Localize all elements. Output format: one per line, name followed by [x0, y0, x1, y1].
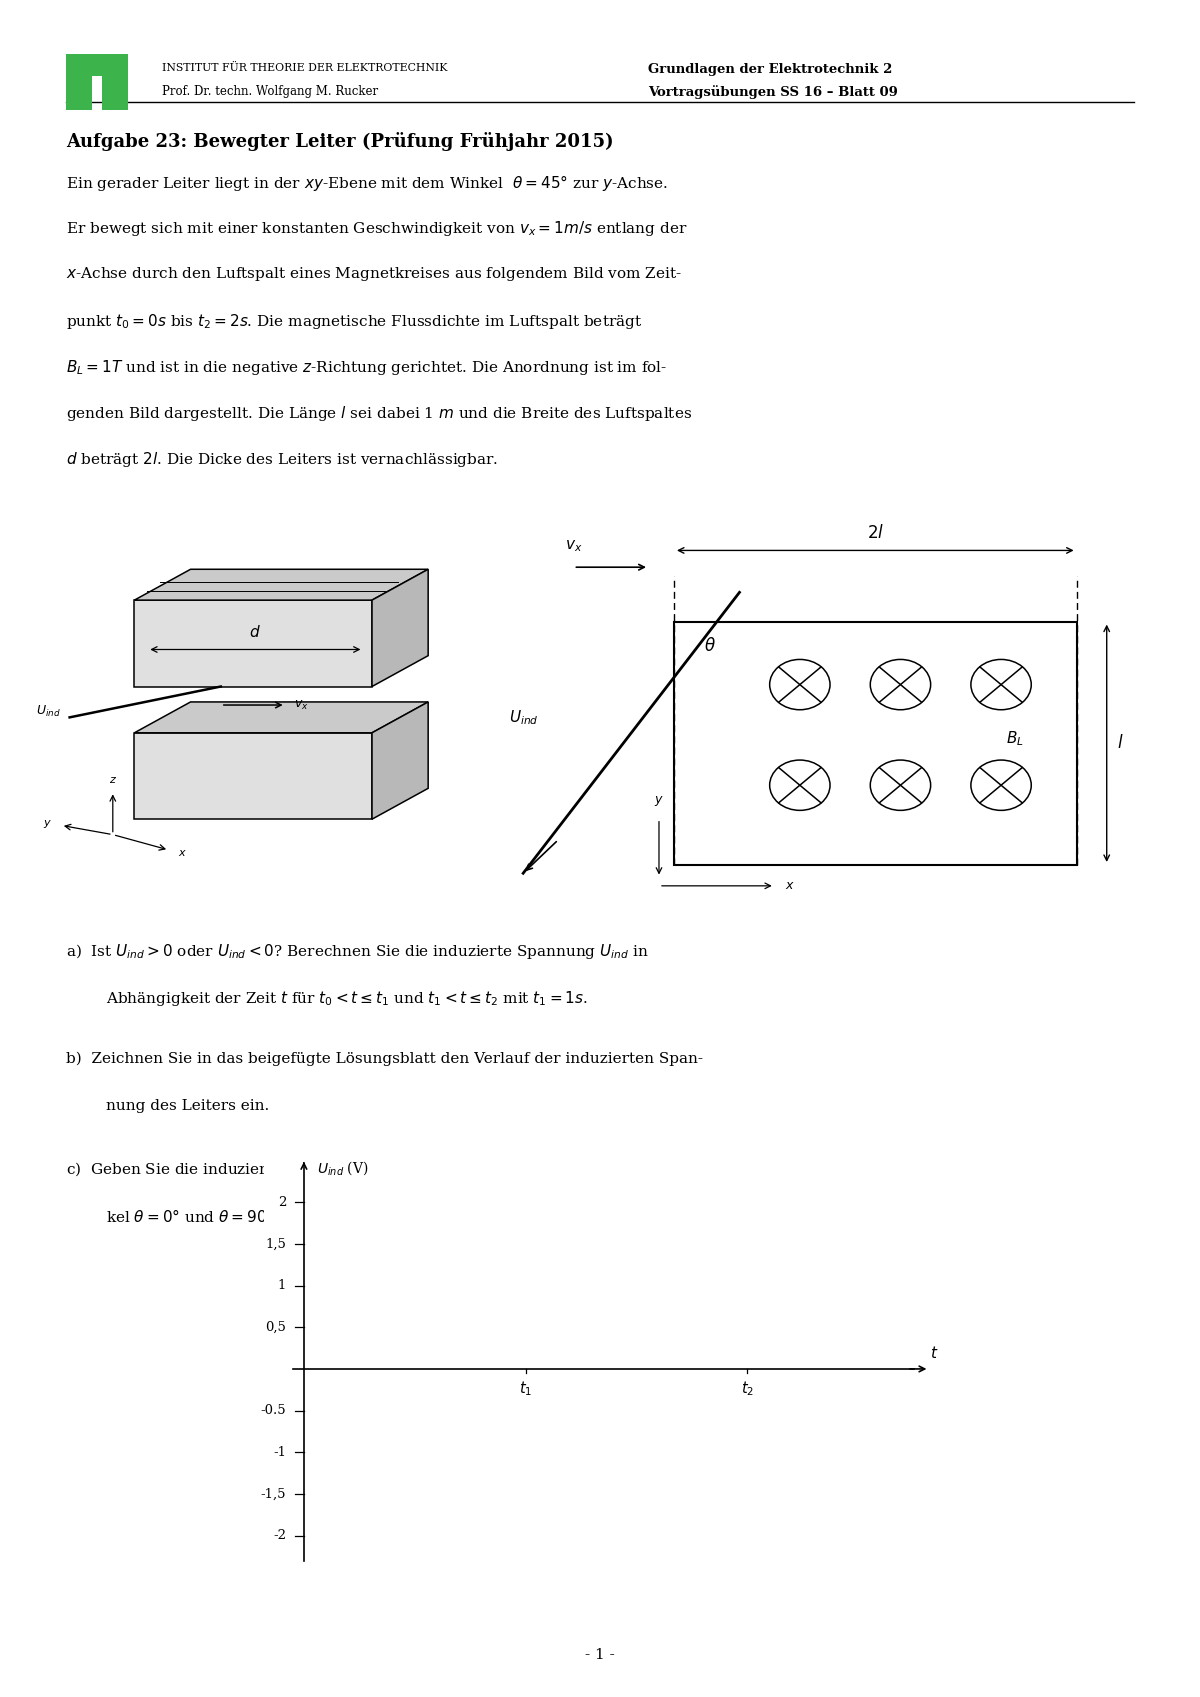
Bar	[674, 621, 1076, 865]
Polygon shape	[134, 703, 428, 733]
Text: $y$: $y$	[654, 794, 664, 808]
Text: Ein gerader Leiter liegt in der $xy$-Ebene mit dem Winkel  $\theta = 45°$ zur $y: Ein gerader Leiter liegt in der $xy$-Ebe…	[66, 173, 668, 193]
Polygon shape	[134, 601, 372, 687]
Text: $x$: $x$	[178, 848, 186, 859]
Text: $U_{ind}$: $U_{ind}$	[36, 704, 61, 720]
Text: 0,5: 0,5	[265, 1320, 286, 1334]
Text: genden Bild dargestellt. Die Länge $l$ sei dabei 1 $m$ und die Breite des Luftsp: genden Bild dargestellt. Die Länge $l$ s…	[66, 404, 692, 423]
Text: 1: 1	[278, 1280, 286, 1291]
Text: Vortragsübungen SS 16 – Blatt 09: Vortragsübungen SS 16 – Blatt 09	[648, 85, 898, 98]
Text: -1,5: -1,5	[260, 1488, 286, 1500]
Text: INSTITUT FÜR THEORIE DER ELEKTROTECHNIK: INSTITUT FÜR THEORIE DER ELEKTROTECHNIK	[162, 63, 448, 73]
Text: $B_L = 1T$ und ist in die negative $z$-Richtung gerichtet. Die Anordnung ist im : $B_L = 1T$ und ist in die negative $z$-R…	[66, 358, 667, 377]
Text: nung des Leiters ein.: nung des Leiters ein.	[106, 1098, 269, 1113]
Polygon shape	[134, 733, 372, 820]
Text: $t$: $t$	[930, 1344, 938, 1361]
Text: $t_1$: $t_1$	[520, 1380, 533, 1398]
Text: $v_x$: $v_x$	[294, 699, 308, 711]
Text: punkt $t_0 = 0s$ bis $t_2 = 2s$. Die magnetische Flussdichte im Luftspalt beträg: punkt $t_0 = 0s$ bis $t_2 = 2s$. Die mag…	[66, 312, 642, 331]
Text: - 1 -: - 1 -	[586, 1648, 614, 1661]
Text: Aufgabe 23: Bewegter Leiter (Prüfung Frühjahr 2015): Aufgabe 23: Bewegter Leiter (Prüfung Frü…	[66, 132, 613, 151]
Text: 1,5: 1,5	[265, 1237, 286, 1251]
Text: $\theta$: $\theta$	[704, 638, 716, 655]
Text: Er bewegt sich mit einer konstanten Geschwindigkeit von $v_x = 1m/s$ entlang der: Er bewegt sich mit einer konstanten Gesc…	[66, 219, 688, 238]
Text: $U_{ind}$ (V): $U_{ind}$ (V)	[317, 1159, 368, 1176]
Polygon shape	[372, 568, 428, 687]
Text: $x$: $x$	[785, 879, 794, 893]
Text: -0.5: -0.5	[260, 1403, 286, 1417]
Text: kel $\theta = 0°$ und $\theta = 90°$ an.: kel $\theta = 0°$ und $\theta = 90°$ an.	[106, 1208, 302, 1225]
Text: c)  Geben Sie die induzierte Spannung $U_{ind}$ im Zeitraum $t_0 < t < t_2$ für : c) Geben Sie die induzierte Spannung $U_…	[66, 1161, 676, 1179]
Text: -2: -2	[274, 1529, 286, 1543]
Text: 2: 2	[278, 1196, 286, 1208]
Text: $l$: $l$	[1117, 735, 1123, 752]
Text: $2l$: $2l$	[866, 524, 884, 541]
Bar	[66, 54, 128, 76]
Text: $v_x$: $v_x$	[565, 538, 582, 555]
Bar	[102, 76, 128, 110]
Text: $d$: $d$	[250, 624, 262, 640]
Text: $d$ beträgt $2l$. Die Dicke des Leiters ist vernachlässigbar.: $d$ beträgt $2l$. Die Dicke des Leiters …	[66, 450, 498, 468]
Text: $z$: $z$	[109, 776, 116, 786]
Text: $x$-Achse durch den Luftspalt eines Magnetkreises aus folgendem Bild vom Zeit-: $x$-Achse durch den Luftspalt eines Magn…	[66, 265, 682, 283]
Polygon shape	[372, 703, 428, 820]
Text: $B_L$: $B_L$	[1006, 730, 1024, 748]
Text: a)  Ist $U_{ind} > 0$ oder $U_{ind} < 0$? Berechnen Sie die induzierte Spannung : a) Ist $U_{ind} > 0$ oder $U_{ind} < 0$?…	[66, 942, 649, 961]
Text: Abhängigkeit der Zeit $t$ für $t_0 < t \leq t_1$ und $t_1 < t \leq t_2$ mit $t_1: Abhängigkeit der Zeit $t$ für $t_0 < t \…	[106, 989, 588, 1008]
Text: $t_2$: $t_2$	[740, 1380, 754, 1398]
Text: Prof. Dr. techn. Wolfgang M. Rucker: Prof. Dr. techn. Wolfgang M. Rucker	[162, 85, 378, 98]
Bar	[66, 76, 92, 110]
Polygon shape	[134, 568, 428, 601]
Text: $U_{ind}$: $U_{ind}$	[509, 709, 539, 728]
Text: $y$: $y$	[43, 818, 53, 830]
Text: -1: -1	[274, 1446, 286, 1459]
Text: Grundlagen der Elektrotechnik 2: Grundlagen der Elektrotechnik 2	[648, 63, 893, 76]
Text: b)  Zeichnen Sie in das beigefügte Lösungsblatt den Verlauf der induzierten Span: b) Zeichnen Sie in das beigefügte Lösung…	[66, 1050, 703, 1066]
